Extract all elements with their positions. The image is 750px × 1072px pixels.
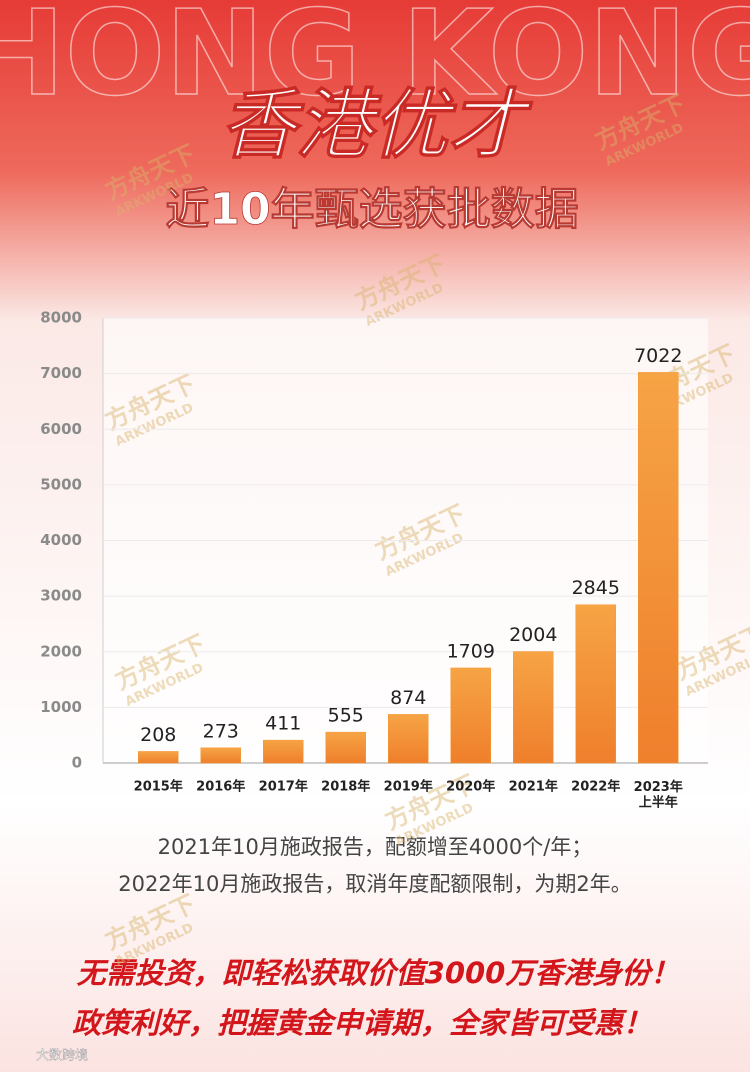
x-tick-label: 2023年上半年: [634, 779, 683, 811]
note: 2022年10月施政报告，取消年度配额限制，为期2年。: [118, 872, 632, 896]
y-tick-label: 2000: [40, 642, 82, 660]
bar: [200, 747, 241, 764]
background-text: HONG KONG: [0, 0, 750, 122]
bar: [138, 751, 179, 764]
slogan: 无需投资，即轻松获取价值3000万香港身份！: [77, 956, 680, 990]
bar: [388, 714, 429, 764]
y-tick-label: 8000: [40, 309, 82, 327]
bar: [513, 651, 554, 764]
data-label: 1709: [447, 640, 495, 662]
bar: [575, 604, 616, 764]
data-label: 273: [203, 720, 239, 742]
y-tick-label: 6000: [40, 420, 82, 438]
x-tick-label: 2019年: [384, 779, 433, 795]
y-tick-label: 0: [72, 754, 82, 772]
subtitle: 近10年甄选获批数据: [165, 184, 578, 235]
y-tick-label: 7000: [40, 364, 82, 382]
source-mark: 大数跨境: [36, 1049, 88, 1064]
y-tick-label: 3000: [40, 587, 82, 605]
y-tick-label: 4000: [40, 531, 82, 549]
data-label: 2004: [509, 624, 557, 646]
bar: [263, 739, 304, 764]
x-tick-label: 2018年: [321, 779, 370, 795]
note: 2021年10月施政报告，配额增至4000个/年；: [158, 835, 593, 859]
x-tick-label: 2022年: [571, 779, 620, 795]
bar: [325, 731, 366, 764]
data-label: 411: [265, 713, 301, 735]
x-tick-label: 2015年: [134, 779, 183, 795]
x-tick-label: 2021年: [509, 779, 558, 795]
data-label: 208: [140, 724, 176, 746]
data-label: 7022: [634, 345, 682, 367]
slogan: 政策利好，把握黄金申请期，全家皆可受惠！: [72, 1006, 652, 1040]
x-tick-label: 2016年: [196, 779, 245, 795]
data-label: 555: [328, 705, 364, 727]
bar: [450, 667, 491, 764]
y-tick-label: 5000: [40, 475, 82, 493]
data-label: 2845: [572, 577, 620, 599]
y-tick-label: 1000: [40, 698, 82, 716]
data-label: 874: [390, 687, 426, 709]
x-tick-label: 2020年: [446, 779, 495, 795]
x-tick-label: 2017年: [259, 779, 308, 795]
bar: [638, 372, 679, 764]
title: 香港优才: [220, 80, 533, 169]
